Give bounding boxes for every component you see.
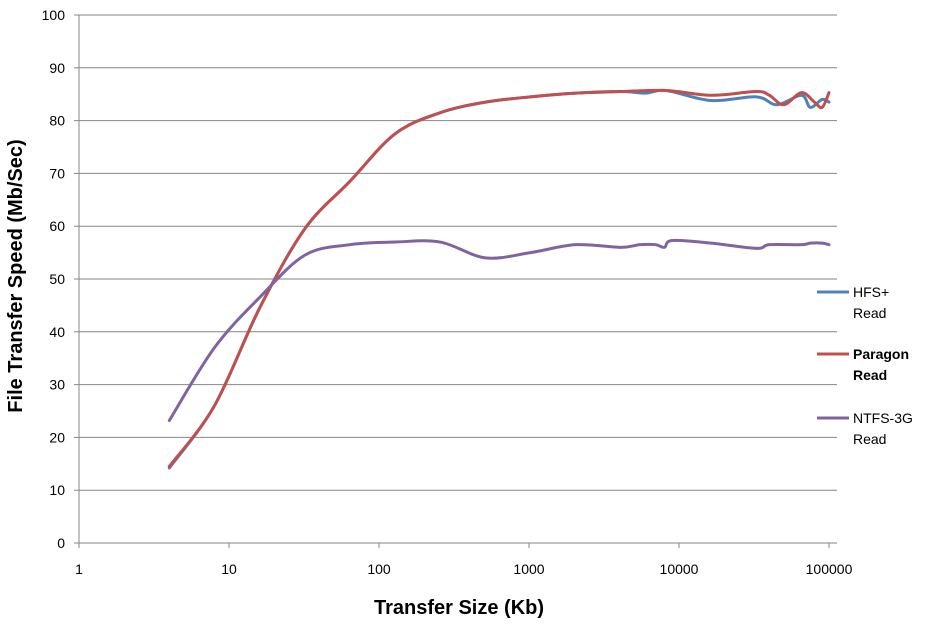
y-tick-label: 100	[42, 7, 66, 23]
y-tick-label: 60	[49, 218, 65, 234]
legend-label-paragon-read: Paragon	[853, 346, 909, 362]
y-tick-label: 0	[57, 535, 65, 551]
y-tick-label: 20	[49, 429, 65, 445]
series-line-ntfs-3g-read	[167, 238, 831, 422]
series-line-paragon-read	[167, 88, 831, 468]
y-tick-label: 40	[49, 324, 65, 340]
y-tick-label: 50	[49, 271, 65, 287]
legend-label-hfs-read: Read	[853, 305, 886, 321]
legend-label-hfs-read: HFS+	[853, 284, 889, 300]
x-tick-label: 1000	[513, 561, 544, 577]
y-tick-label: 90	[49, 60, 65, 76]
gridlines	[79, 14, 837, 491]
y-tick-label: 80	[49, 113, 65, 129]
x-tick-label: 10000	[660, 561, 699, 577]
x-tick-label: 10	[221, 561, 237, 577]
x-tick-label: 1	[75, 561, 83, 577]
legend-label-ntfs-3g-read: Read	[853, 431, 886, 447]
legend: HFS+ Read Paragon Read NTFS-3G Read	[817, 284, 913, 447]
legend-label-paragon-read: Read	[853, 367, 887, 383]
y-tick-label: 30	[49, 377, 65, 393]
y-tick-label: 10	[49, 482, 65, 498]
y-tick-label: 70	[49, 165, 65, 181]
x-axis-title: Transfer Size (Kb)	[374, 597, 544, 619]
y-axis-title: File Transfer Speed (Mb/Sec)	[5, 139, 27, 412]
series-lines	[167, 88, 831, 470]
x-tick-label: 100	[367, 561, 391, 577]
axes	[74, 14, 837, 548]
x-tick-label: 100000	[806, 561, 853, 577]
legend-label-ntfs-3g-read: NTFS-3G	[853, 410, 913, 426]
